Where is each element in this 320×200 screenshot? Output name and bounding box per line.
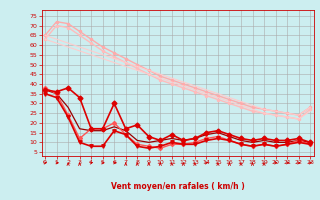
- X-axis label: Vent moyen/en rafales ( km/h ): Vent moyen/en rafales ( km/h ): [111, 182, 244, 191]
